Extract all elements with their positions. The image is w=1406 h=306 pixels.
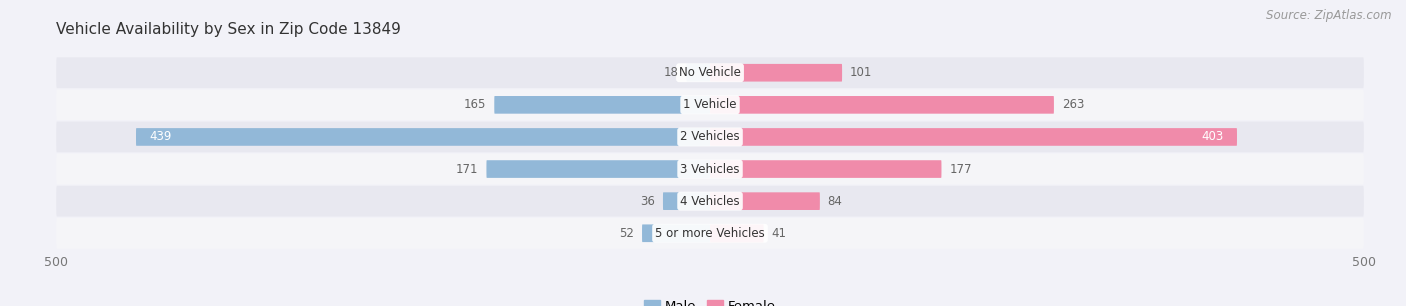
Text: 165: 165 — [464, 98, 486, 111]
Text: 84: 84 — [828, 195, 842, 208]
FancyBboxPatch shape — [56, 89, 1364, 120]
Text: 36: 36 — [640, 195, 655, 208]
Text: 52: 52 — [619, 227, 634, 240]
Text: 177: 177 — [949, 162, 972, 176]
Text: Source: ZipAtlas.com: Source: ZipAtlas.com — [1267, 9, 1392, 22]
FancyBboxPatch shape — [710, 160, 942, 178]
Text: 263: 263 — [1062, 98, 1084, 111]
Text: 403: 403 — [1202, 130, 1223, 144]
FancyBboxPatch shape — [710, 64, 842, 82]
FancyBboxPatch shape — [56, 121, 1364, 152]
FancyBboxPatch shape — [495, 96, 710, 114]
FancyBboxPatch shape — [710, 192, 820, 210]
FancyBboxPatch shape — [664, 192, 710, 210]
FancyBboxPatch shape — [710, 128, 1237, 146]
FancyBboxPatch shape — [56, 218, 1364, 249]
FancyBboxPatch shape — [486, 160, 710, 178]
FancyBboxPatch shape — [56, 186, 1364, 217]
FancyBboxPatch shape — [56, 57, 1364, 88]
FancyBboxPatch shape — [643, 224, 710, 242]
Text: 41: 41 — [772, 227, 786, 240]
Text: 101: 101 — [851, 66, 872, 79]
Text: 4 Vehicles: 4 Vehicles — [681, 195, 740, 208]
Text: No Vehicle: No Vehicle — [679, 66, 741, 79]
Text: 18: 18 — [664, 66, 679, 79]
Text: Vehicle Availability by Sex in Zip Code 13849: Vehicle Availability by Sex in Zip Code … — [56, 22, 401, 37]
FancyBboxPatch shape — [710, 96, 1054, 114]
Text: 5 or more Vehicles: 5 or more Vehicles — [655, 227, 765, 240]
FancyBboxPatch shape — [710, 224, 763, 242]
FancyBboxPatch shape — [56, 154, 1364, 185]
Text: 3 Vehicles: 3 Vehicles — [681, 162, 740, 176]
Text: 1 Vehicle: 1 Vehicle — [683, 98, 737, 111]
FancyBboxPatch shape — [136, 128, 710, 146]
Text: 171: 171 — [456, 162, 478, 176]
Legend: Male, Female: Male, Female — [638, 295, 782, 306]
Text: 439: 439 — [149, 130, 172, 144]
FancyBboxPatch shape — [686, 64, 710, 82]
Text: 2 Vehicles: 2 Vehicles — [681, 130, 740, 144]
